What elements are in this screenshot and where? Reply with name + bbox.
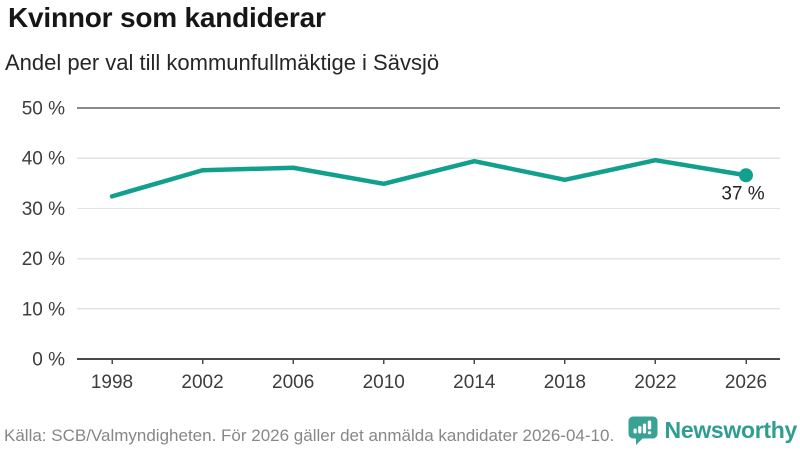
- y-axis-label: 50 %: [22, 99, 65, 120]
- trend-line: [109, 157, 749, 199]
- y-axis-label: 30 %: [22, 199, 65, 220]
- x-axis-label: 2010: [363, 372, 405, 393]
- x-axis-label: 2026: [725, 372, 767, 393]
- logo-exclamation-dot: [647, 431, 651, 435]
- x-axis-label: 2006: [272, 372, 314, 393]
- end-point-marker: [739, 168, 753, 183]
- y-axis-label: 0 %: [32, 350, 65, 371]
- chart-subtitle: Andel per val till kommunfullmäktige i S…: [5, 50, 440, 75]
- brand-name: Newsworthy: [664, 417, 798, 443]
- y-axis-label: 10 %: [22, 299, 65, 320]
- newsworthy-logo-icon: [628, 416, 658, 445]
- end-point-label: 37 %: [721, 183, 764, 204]
- logo-exclamation-bar: [647, 420, 651, 430]
- x-axis-label: 2014: [453, 372, 496, 393]
- y-axis-label: 40 %: [22, 149, 65, 170]
- brand: Newsworthy: [628, 416, 797, 445]
- x-axis-label: 1998: [91, 372, 133, 393]
- logo-bar-medium: [637, 426, 641, 434]
- y-axis-label: 20 %: [22, 249, 65, 270]
- logo-bar-tall: [642, 423, 646, 434]
- x-axis-label: 2002: [181, 372, 223, 393]
- x-axis-label: 2022: [634, 372, 676, 393]
- logo-bar-small: [633, 428, 637, 434]
- chart-title: Kvinnor som kandiderar: [8, 2, 326, 33]
- x-axis-label: 2018: [544, 372, 586, 393]
- source-note: Källa: SCB/Valmyndigheten. För 2026 gäll…: [4, 426, 615, 445]
